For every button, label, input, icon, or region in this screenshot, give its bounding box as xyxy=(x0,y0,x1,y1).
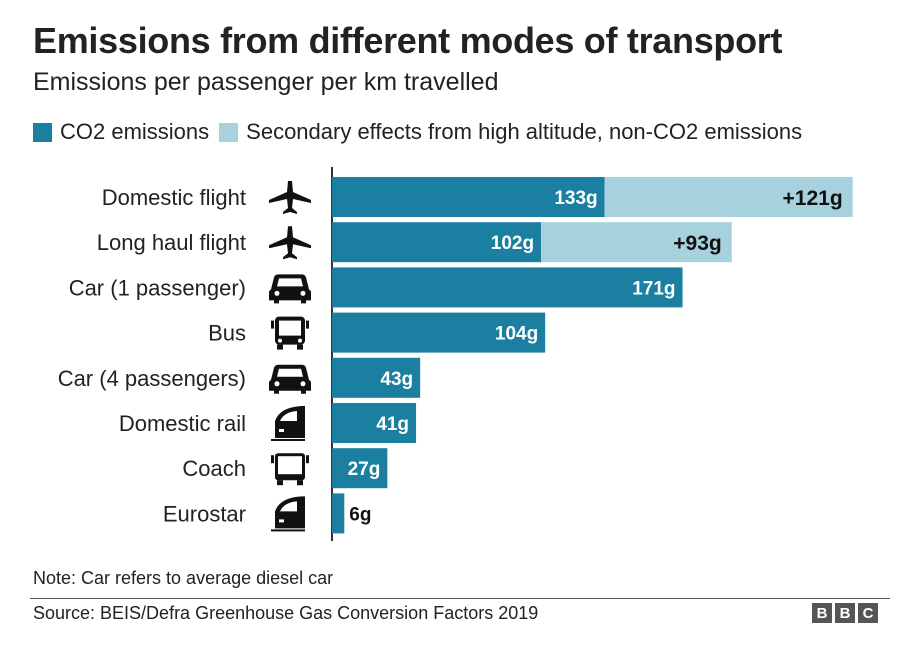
bus-light xyxy=(278,338,282,343)
bus-icon xyxy=(271,316,309,350)
bus-light xyxy=(298,338,302,343)
bar-co2 xyxy=(332,312,546,353)
train-icon xyxy=(271,406,305,441)
coach-window xyxy=(278,456,302,475)
data-label-co2: 27g xyxy=(348,459,381,480)
car-window xyxy=(277,278,303,287)
bbc-logo-letter: B xyxy=(835,603,855,623)
coach-mirror xyxy=(271,455,274,464)
plane-icon xyxy=(269,181,311,214)
plane-shape xyxy=(269,181,311,214)
data-label-secondary: +121g xyxy=(783,187,843,210)
data-label-secondary: +93g xyxy=(673,232,721,255)
bbc-logo-letter: B xyxy=(812,603,832,623)
data-label-co2: 104g xyxy=(495,324,538,345)
category-label: Car (1 passenger) xyxy=(69,275,246,300)
chart-title: Emissions from different modes of transp… xyxy=(33,20,783,61)
category-label: Bus xyxy=(208,321,246,346)
chart-source: Source: BEIS/Defra Greenhouse Gas Conver… xyxy=(33,603,539,623)
bar-secondary xyxy=(541,222,732,263)
car-headlight xyxy=(300,290,306,296)
car-icon xyxy=(269,364,311,394)
data-label-co2: 6g xyxy=(349,504,371,525)
category-label: Coach xyxy=(182,456,246,481)
train-light xyxy=(279,429,284,432)
train-window xyxy=(280,411,297,421)
data-label-co2: 41g xyxy=(376,414,409,435)
chart-note: Note: Car refers to average diesel car xyxy=(33,568,334,588)
bar-co2 xyxy=(332,267,683,308)
data-label-co2: 171g xyxy=(632,278,675,299)
data-label-co2: 43g xyxy=(380,369,413,390)
plane-shape xyxy=(269,226,311,260)
legend-item-secondary: Secondary effects from high altitude, no… xyxy=(219,119,802,145)
legend-item-co2: CO2 emissions xyxy=(33,119,209,145)
bar-co2 xyxy=(332,222,542,263)
bar-secondary xyxy=(604,177,853,217)
legend: CO2 emissions Secondary effects from hig… xyxy=(33,118,812,146)
data-label-co2: 133g xyxy=(554,188,597,209)
bus-mirror xyxy=(271,320,274,329)
bus-mirror xyxy=(306,320,309,329)
train-body xyxy=(275,496,305,529)
bar-co2 xyxy=(332,448,388,489)
coach-icon xyxy=(271,453,309,486)
car-headlight xyxy=(300,381,306,387)
category-label: Car (4 passengers) xyxy=(58,366,246,391)
category-label: Domestic rail xyxy=(119,411,246,436)
bar-co2 xyxy=(332,357,421,398)
bus-wheel xyxy=(277,344,283,350)
footer-divider xyxy=(30,598,890,599)
category-label: Long haul flight xyxy=(97,230,246,255)
plot-area: Domestic flight 133g +121g Long haul flight… xyxy=(58,167,853,541)
train-window xyxy=(280,501,297,512)
train-rail xyxy=(271,529,305,532)
legend-label-co2: CO2 emissions xyxy=(60,119,210,144)
car-icon xyxy=(269,274,311,304)
train-body xyxy=(275,406,305,438)
bus-wheel xyxy=(297,344,303,350)
coach-mirror xyxy=(306,455,309,464)
train-rail xyxy=(271,439,305,441)
car-headlight xyxy=(274,290,280,296)
bus-window xyxy=(279,320,301,336)
train-icon xyxy=(271,496,305,532)
chart-subtitle: Emissions per passenger per km travelled xyxy=(33,68,499,96)
bbc-logo: B B C xyxy=(812,603,878,623)
category-label: Domestic flight xyxy=(102,185,246,210)
bar-co2 xyxy=(332,177,605,217)
legend-label-secondary: Secondary effects from high altitude, no… xyxy=(246,119,803,144)
category-label: Eurostar xyxy=(163,501,246,526)
car-window xyxy=(277,368,303,377)
bar-co2 xyxy=(332,493,345,534)
legend-swatch-secondary xyxy=(219,122,239,142)
train-light xyxy=(279,519,284,523)
data-label-co2: 102g xyxy=(491,233,534,254)
legend-swatch-co2 xyxy=(33,122,52,142)
bar-co2 xyxy=(332,403,417,443)
coach-wheel xyxy=(297,480,303,486)
bbc-logo-letter: C xyxy=(858,603,878,623)
car-headlight xyxy=(274,381,280,387)
coach-wheel xyxy=(277,480,283,486)
plane-icon xyxy=(269,226,311,260)
